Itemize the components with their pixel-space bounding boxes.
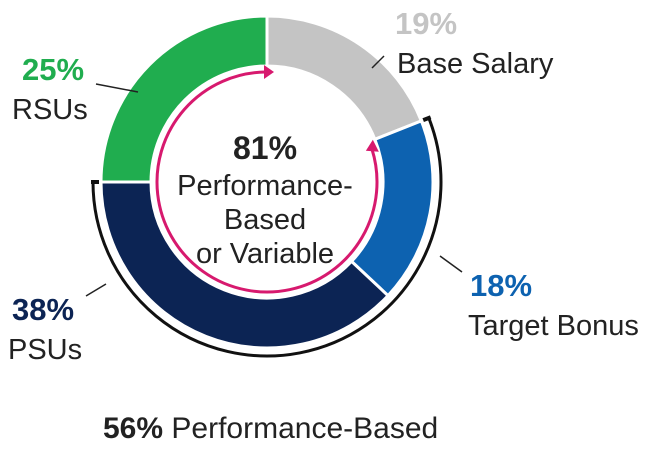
- center-summary: 81% Performance- Based or Variable: [150, 130, 380, 271]
- psus-name: PSUs: [8, 334, 83, 366]
- rsus-percent: 25%: [22, 52, 85, 87]
- variable-pay-arrow-right: [365, 139, 379, 152]
- target-bonus-percent: 18%: [470, 268, 533, 303]
- center-line-3: or Variable: [195, 238, 335, 270]
- center-percent: 81%: [232, 130, 298, 166]
- target-bonus-name: Target Bonus: [468, 310, 639, 342]
- performance-based-footer: 56% Performance-Based: [103, 412, 438, 446]
- base-salary-name: Base Salary: [397, 48, 554, 80]
- variable-pay-inner-arc: [155, 70, 379, 294]
- footer-percent: 56%: [103, 412, 164, 445]
- base-salary-percent: 19%: [395, 6, 458, 41]
- footer-text: Performance-Based: [171, 412, 439, 445]
- leader-rsus: [95, 83, 139, 93]
- center-line-1: Performance-: [177, 170, 353, 202]
- slice-psus: [99, 180, 391, 350]
- leader-target-bonus: [439, 255, 463, 273]
- leader-base-salary: [371, 55, 385, 69]
- psus-percent: 38%: [12, 292, 75, 327]
- label-base-salary: 19%: [395, 8, 457, 39]
- center-line-2: Based: [223, 204, 307, 236]
- bracket-end-tick-1: [422, 115, 432, 123]
- leader-psus: [85, 283, 107, 297]
- variable-pay-arrow-top: [264, 65, 274, 79]
- rsus-name: RSUs: [12, 94, 88, 126]
- slice-rsus: [99, 14, 269, 184]
- performance-based-bracket: [91, 117, 443, 358]
